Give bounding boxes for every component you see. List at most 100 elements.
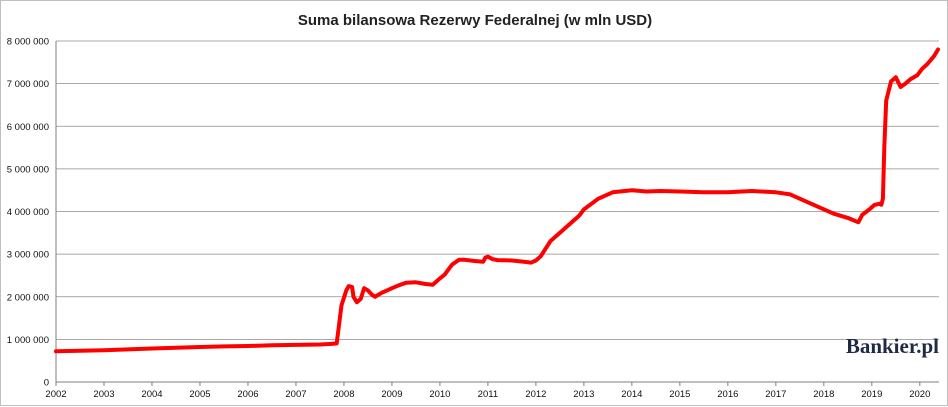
data-point [150, 346, 154, 351]
data-point [126, 347, 130, 351]
data-point [879, 203, 884, 207]
data-point [774, 190, 778, 194]
data-point [846, 216, 850, 220]
data-point [102, 348, 106, 352]
x-tick-label: 2011 [478, 389, 498, 400]
data-point [457, 258, 461, 262]
data-point [788, 192, 792, 197]
x-axis: 2002 2003 2004 2005 2006 2007 2008 2009 2010 2011… [45, 381, 939, 400]
data-point [495, 258, 500, 262]
data-point [376, 293, 381, 297]
x-tick-label: 2016 [717, 389, 738, 400]
data-point [882, 145, 886, 150]
x-tick-label: 2012 [525, 389, 546, 400]
data-point [920, 67, 924, 71]
data-point [385, 288, 389, 292]
data-point [932, 54, 936, 58]
data-point [582, 207, 586, 211]
data-point [534, 258, 538, 263]
x-tick-label: 2007 [285, 389, 306, 400]
x-tick-label: 2003 [93, 389, 114, 400]
data-point [510, 258, 514, 263]
x-tick-label: 2013 [573, 389, 594, 400]
data-point [54, 349, 58, 353]
data-point [936, 47, 940, 52]
data-point [915, 73, 920, 77]
data-point [270, 343, 274, 347]
data-point [397, 283, 401, 287]
data-point [867, 207, 872, 211]
data-point [438, 276, 442, 281]
data-point [881, 197, 885, 201]
y-axis: 0 1 000 000 2 000 000 3 000 000 4 000 000 5 0… [7, 37, 57, 389]
x-tick-label: 2006 [237, 389, 258, 400]
data-point [390, 286, 394, 290]
y-tick-label: 6 000 000 [7, 122, 49, 133]
data-point [339, 303, 344, 307]
data-point [889, 79, 893, 84]
y-tick-label: 4 000 000 [7, 207, 49, 218]
data-point [380, 290, 384, 295]
x-tick-label: 2014 [621, 389, 642, 400]
data-point [222, 344, 226, 349]
data-point [404, 281, 408, 285]
data-point [78, 349, 82, 353]
data-point [884, 99, 888, 103]
x-tick-label: 2015 [669, 389, 690, 400]
x-tick-label: 2019 [861, 389, 882, 400]
data-point [894, 75, 898, 79]
x-tick-label: 2017 [765, 389, 786, 400]
y-tick-label: 2 000 000 [7, 292, 49, 303]
data-point [362, 286, 366, 290]
data-point [548, 239, 552, 243]
data-point [529, 261, 533, 265]
data-point [174, 346, 178, 350]
data-point [817, 205, 821, 209]
data-point [803, 199, 807, 203]
data-point [539, 254, 543, 258]
x-tick-label: 2005 [189, 389, 210, 400]
data-point [462, 258, 466, 262]
gridlines [56, 40, 939, 340]
data-point [350, 285, 354, 289]
data-point [678, 189, 682, 194]
data-point [443, 272, 447, 277]
data-point [750, 189, 754, 193]
data-point [481, 260, 485, 264]
chart-title: Suma bilansowa Rezerwy Federalnej (w mln… [298, 12, 652, 29]
data-point [726, 190, 730, 194]
data-point [659, 189, 663, 193]
data-point [423, 282, 428, 286]
data-point [355, 300, 359, 304]
x-tick-label: 2004 [141, 389, 162, 400]
data-point [373, 295, 377, 299]
data-point [471, 259, 476, 263]
data-point [596, 197, 600, 201]
data-point [414, 280, 418, 284]
data-point [623, 189, 627, 193]
data-point [577, 214, 581, 218]
data-point [908, 77, 912, 81]
x-tick-label: 2008 [333, 389, 354, 400]
data-point [872, 203, 876, 207]
x-tick-label: 2010 [429, 389, 450, 400]
data-point [335, 341, 339, 346]
data-point [644, 189, 648, 194]
data-point [366, 288, 370, 292]
data-point [522, 260, 526, 264]
series-layer [54, 47, 940, 354]
data-point [853, 219, 857, 223]
data-point [558, 231, 562, 235]
y-tick-label: 5 000 000 [7, 164, 49, 175]
data-point [450, 263, 454, 267]
y-tick-label: 1 000 000 [7, 335, 49, 346]
y-tick-label: 3 000 000 [7, 250, 49, 261]
data-point [903, 82, 908, 86]
data-point [877, 202, 881, 206]
x-tick-label: 2020 [909, 389, 930, 400]
data-point [351, 295, 356, 299]
x-tick-label: 2018 [813, 389, 834, 400]
y-tick-label: 8 000 000 [7, 37, 49, 48]
